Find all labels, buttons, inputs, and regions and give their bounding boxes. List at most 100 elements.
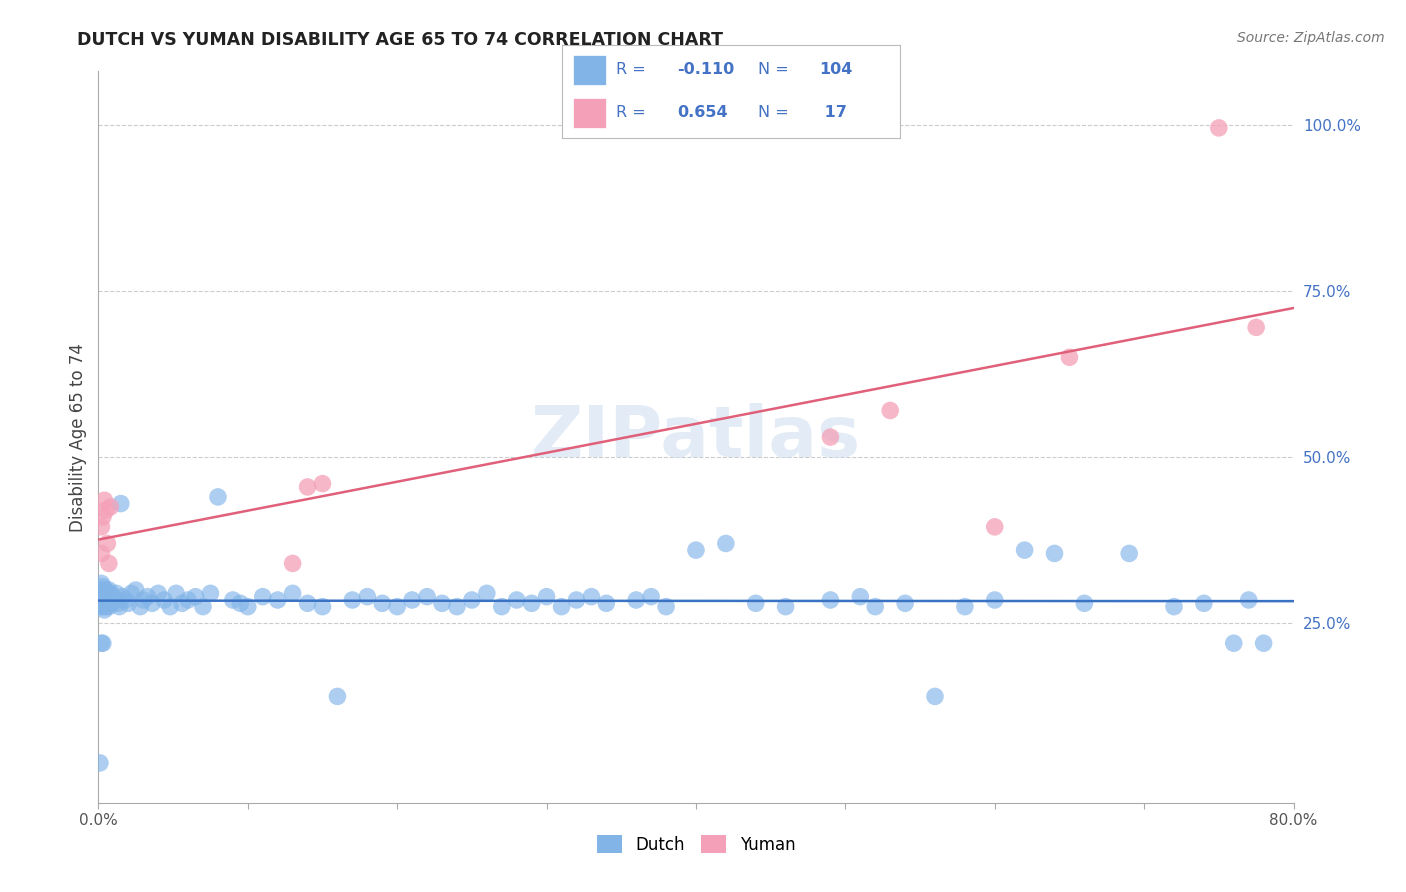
Point xyxy=(98,586,122,600)
Point xyxy=(1118,546,1140,560)
Point xyxy=(89,593,111,607)
Text: -0.110: -0.110 xyxy=(678,62,734,78)
Point xyxy=(924,690,946,704)
Point xyxy=(222,593,245,607)
Point xyxy=(1163,599,1185,614)
Text: Source: ZipAtlas.com: Source: ZipAtlas.com xyxy=(1237,31,1385,45)
Point xyxy=(1192,596,1215,610)
Point xyxy=(98,500,122,514)
Point xyxy=(97,582,120,597)
Point xyxy=(953,599,976,614)
Point xyxy=(1014,543,1036,558)
Point xyxy=(252,590,274,604)
Text: ZIPatlas: ZIPatlas xyxy=(531,402,860,472)
Point xyxy=(101,596,124,610)
Point xyxy=(714,536,737,550)
Point xyxy=(416,590,439,604)
FancyBboxPatch shape xyxy=(572,98,606,128)
Point xyxy=(461,593,484,607)
Point xyxy=(90,586,112,600)
Point xyxy=(984,520,1007,534)
Point xyxy=(94,503,117,517)
Point xyxy=(91,582,114,597)
Point xyxy=(745,596,768,610)
Point xyxy=(90,546,112,560)
Point xyxy=(97,557,120,571)
Point xyxy=(1208,120,1230,135)
Point xyxy=(91,593,114,607)
Point xyxy=(172,596,194,610)
Point xyxy=(626,593,648,607)
Point xyxy=(371,596,394,610)
Point xyxy=(401,593,423,607)
Point xyxy=(865,599,887,614)
Point xyxy=(93,493,115,508)
Point xyxy=(104,593,127,607)
FancyBboxPatch shape xyxy=(572,55,606,85)
Point xyxy=(91,599,114,614)
Point xyxy=(297,480,319,494)
Point xyxy=(165,586,187,600)
Text: N =: N = xyxy=(758,62,794,78)
Point xyxy=(132,593,155,607)
Point xyxy=(1237,593,1260,607)
Point xyxy=(105,586,128,600)
Point xyxy=(565,593,588,607)
Point xyxy=(984,593,1007,607)
Point xyxy=(94,582,117,597)
Text: DUTCH VS YUMAN DISABILITY AGE 65 TO 74 CORRELATION CHART: DUTCH VS YUMAN DISABILITY AGE 65 TO 74 C… xyxy=(77,31,723,49)
Point xyxy=(159,599,181,614)
Point xyxy=(107,596,129,610)
Point xyxy=(342,593,364,607)
Point xyxy=(91,509,114,524)
Point xyxy=(89,756,111,770)
Point xyxy=(93,603,115,617)
Point xyxy=(148,586,170,600)
Text: R =: R = xyxy=(616,62,651,78)
Point xyxy=(93,593,115,607)
Point xyxy=(311,599,333,614)
Point xyxy=(775,599,797,614)
Point xyxy=(581,590,603,604)
Point xyxy=(103,590,125,604)
Point xyxy=(1043,546,1066,560)
Point xyxy=(89,590,111,604)
Point xyxy=(114,593,136,607)
Point xyxy=(385,599,409,614)
Point xyxy=(685,543,707,558)
Point xyxy=(311,476,333,491)
Point xyxy=(267,593,290,607)
Point xyxy=(879,403,901,417)
Point xyxy=(229,596,252,610)
Point xyxy=(184,590,207,604)
Point xyxy=(110,497,132,511)
Text: 17: 17 xyxy=(818,105,846,120)
Legend: Dutch, Yuman: Dutch, Yuman xyxy=(591,829,801,860)
Point xyxy=(281,586,304,600)
Point xyxy=(96,536,118,550)
Text: R =: R = xyxy=(616,105,651,120)
Point xyxy=(125,582,148,597)
Text: N =: N = xyxy=(758,105,794,120)
Point xyxy=(446,599,468,614)
Point xyxy=(94,599,117,614)
Point xyxy=(90,636,112,650)
Point xyxy=(297,596,319,610)
Point xyxy=(200,586,222,600)
Point xyxy=(506,593,529,607)
Point xyxy=(117,596,139,610)
Y-axis label: Disability Age 65 to 74: Disability Age 65 to 74 xyxy=(69,343,87,532)
Point xyxy=(475,586,498,600)
Text: 0.654: 0.654 xyxy=(678,105,728,120)
Point xyxy=(91,636,114,650)
Point xyxy=(90,596,112,610)
Point xyxy=(820,593,842,607)
Point xyxy=(207,490,229,504)
Point xyxy=(1223,636,1246,650)
Point xyxy=(281,557,304,571)
Point xyxy=(93,586,115,600)
Point xyxy=(94,593,117,607)
Point xyxy=(129,599,152,614)
Point xyxy=(90,576,112,591)
Point xyxy=(96,590,118,604)
